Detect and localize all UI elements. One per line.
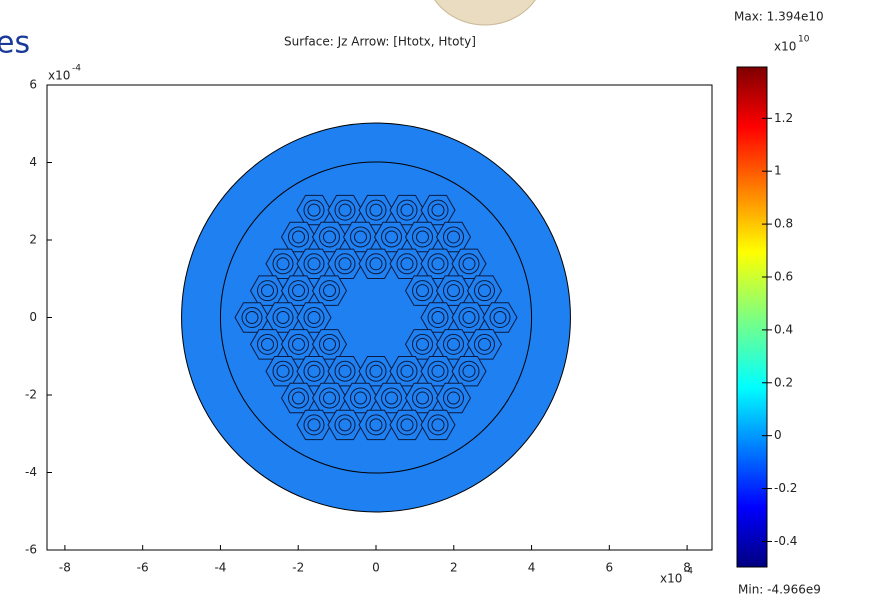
colorbar — [737, 67, 767, 567]
y-tick-label: -6 — [25, 543, 37, 557]
screenshot: es Surface: Jz Arrow: [Htotx, Htoty] x10… — [0, 0, 879, 609]
y-tick-label: 2 — [29, 233, 37, 247]
x-tick-label: 0 — [372, 561, 380, 575]
x-tick-label: 8 — [683, 561, 691, 575]
y-tick-label: -4 — [25, 465, 37, 479]
y-tick-label: 0 — [29, 310, 37, 324]
colorbar-tick-label: 1 — [774, 164, 782, 178]
colorbar-tick-label: 0.6 — [774, 269, 793, 283]
y-multiplier: x10 — [48, 69, 70, 83]
x-multiplier: x10 — [660, 572, 682, 586]
x-tick-label: -4 — [214, 561, 226, 575]
colorbar-multiplier-exp: 10 — [798, 35, 810, 45]
y-tick-label: 4 — [29, 155, 37, 169]
x-tick-label: -8 — [59, 561, 71, 575]
y-multiplier-exp: -4 — [72, 64, 81, 74]
colorbar-tick-label: 0.4 — [774, 322, 793, 336]
x-tick-label: 4 — [528, 561, 536, 575]
y-tick-label: 6 — [29, 78, 37, 92]
x-tick-label: 6 — [606, 561, 614, 575]
colorbar-tick-label: 0.2 — [774, 375, 793, 389]
x-tick-label: 2 — [450, 561, 458, 575]
y-tick-label: -2 — [25, 388, 37, 402]
x-tick-label: -6 — [137, 561, 149, 575]
colorbar-tick-label: 0 — [774, 428, 782, 442]
colorbar-tick-label: -0.2 — [774, 481, 797, 495]
colorbar-tick-label: 1.2 — [774, 111, 793, 125]
page: {"header": {"title_fragment": "es"}, "ch… — [0, 0, 879, 609]
colorbar-max: Max: 1.394e10 — [734, 10, 824, 24]
x-tick-label: -2 — [292, 561, 304, 575]
colorbar-tick-label: -0.4 — [774, 534, 797, 548]
plot-title: Surface: Jz Arrow: [Htotx, Htoty] — [284, 35, 476, 49]
colorbar-multiplier: x10 — [774, 40, 796, 54]
colorbar-min: Min: -4.966e9 — [738, 583, 821, 597]
slide-title-fragment: es — [0, 26, 30, 61]
plot-area — [182, 123, 571, 512]
colorbar-tick-label: 0.8 — [774, 217, 793, 231]
decor-image — [425, 0, 545, 25]
